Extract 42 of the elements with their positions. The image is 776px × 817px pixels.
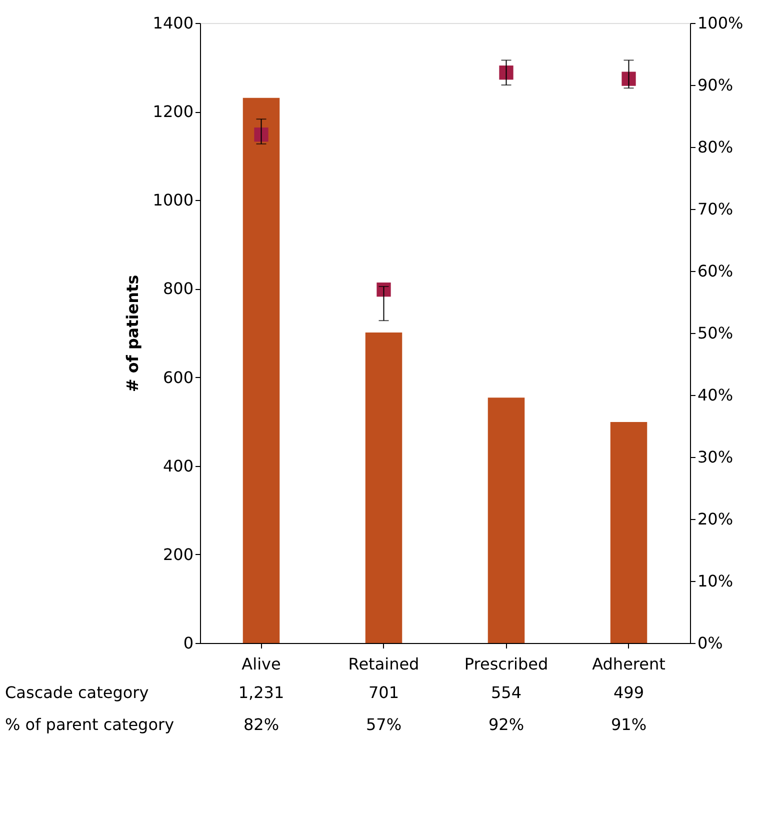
data-label: 57% — [366, 715, 402, 734]
x-tick-label: Adherent — [592, 654, 666, 674]
y-tick-label: 1200 — [152, 102, 194, 122]
y2-tick-label: 100% — [698, 14, 744, 32]
data-label: 82% — [243, 715, 280, 734]
y-tick-label: 200 — [162, 544, 194, 564]
data-label: 91% — [610, 715, 647, 734]
y2-tick-label: 10% — [698, 572, 734, 590]
data-label: 1,231 — [238, 683, 284, 702]
y2-tick-label: 90% — [698, 76, 734, 94]
y-tick-label: 1000 — [152, 190, 194, 210]
data-label: 92% — [488, 715, 524, 734]
data-label: 499 — [613, 683, 644, 702]
y-axis-title: # of patients — [122, 274, 142, 392]
y2-tick-label: 70% — [698, 200, 734, 218]
point — [376, 282, 391, 297]
y-tick-label: 1400 — [152, 14, 194, 32]
text: % of parent category — [5, 715, 174, 734]
point — [622, 72, 636, 86]
y2-tick-label: 40% — [698, 386, 734, 404]
y-tick-label: 800 — [162, 279, 194, 298]
y2-tick-label: 20% — [698, 510, 734, 528]
x-tick-label: Prescribed — [464, 654, 548, 674]
y-tick-label: 600 — [162, 368, 194, 387]
y2-tick-label: 0% — [698, 634, 723, 652]
bar — [242, 98, 280, 643]
x-tick-label: Retained — [348, 654, 420, 674]
data-label: 701 — [368, 683, 400, 702]
bar — [610, 422, 648, 643]
x-tick-label: Alive — [242, 654, 281, 674]
y2-tick-label: 60% — [698, 262, 734, 280]
point — [499, 66, 514, 80]
y-tick-label: 400 — [162, 456, 194, 476]
bar — [365, 332, 402, 643]
bar — [488, 398, 525, 643]
y2-tick-label: 80% — [698, 138, 734, 156]
point — [254, 128, 268, 142]
text: Cascade category — [5, 683, 149, 702]
y2-tick-label: 30% — [698, 448, 734, 466]
y-tick-label: 0 — [183, 634, 194, 652]
y2-tick-label: 50% — [698, 324, 734, 342]
data-label: 554 — [490, 683, 522, 702]
